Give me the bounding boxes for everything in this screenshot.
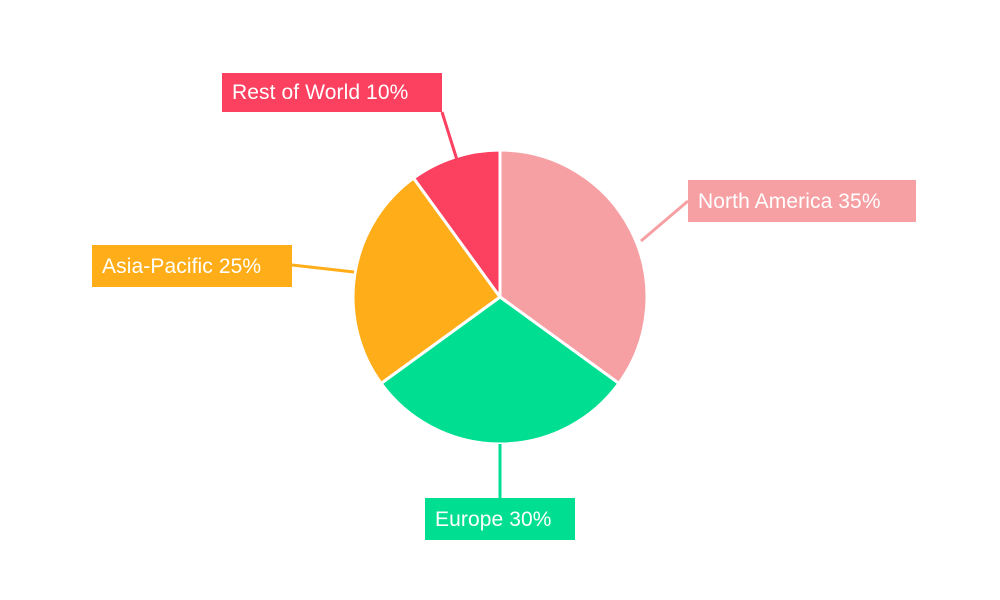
pie-slice-asia-pacific[interactable] <box>351 176 502 385</box>
pie-label-europe[interactable]: Europe 30% <box>425 498 575 540</box>
leader-line-north-america <box>640 199 689 243</box>
pie-label-rest-of-world[interactable]: Rest of World 10% <box>222 73 442 112</box>
pie-label-north-america[interactable]: North America 35% <box>688 180 916 222</box>
pie-label-text: North America 35% <box>698 189 881 213</box>
pie-label-asia-pacific[interactable]: Asia-Pacific 25% <box>92 245 292 287</box>
pie-label-text: Asia-Pacific 25% <box>102 254 262 278</box>
leader-lines-group <box>291 111 689 498</box>
pie-label-text: Europe 30% <box>435 507 552 531</box>
pie-label-text: Rest of World 10% <box>232 81 409 104</box>
leader-line-rest-of-world <box>440 111 459 161</box>
leader-line-asia-pacific <box>291 263 355 274</box>
pie-slices-group <box>351 148 649 446</box>
pie-slice-north-america[interactable] <box>498 148 649 385</box>
